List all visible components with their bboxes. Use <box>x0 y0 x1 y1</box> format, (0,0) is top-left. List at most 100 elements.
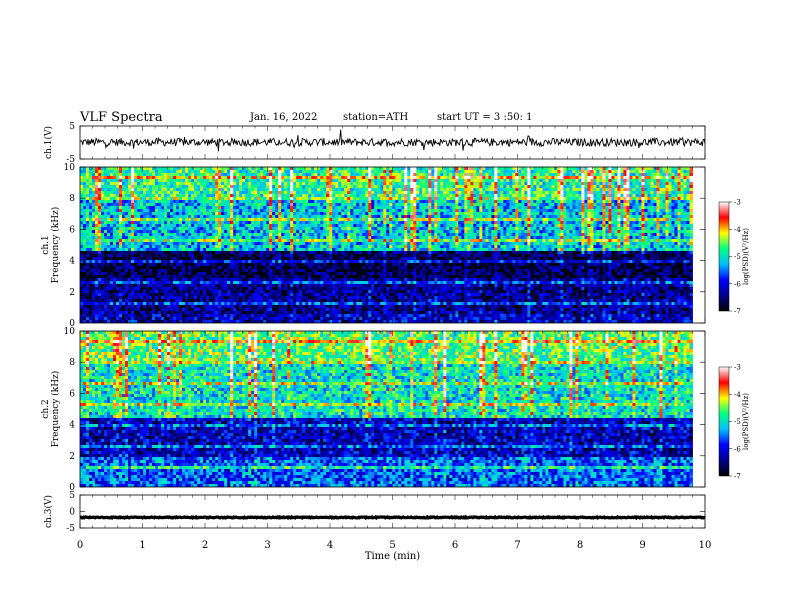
spectrogram-cell <box>251 167 255 171</box>
spectrogram-cell <box>386 200 390 204</box>
spectrogram-cell <box>203 203 207 207</box>
spectrogram-cell <box>623 227 627 231</box>
spectrogram-cell <box>383 206 387 210</box>
spectrogram-cell <box>125 239 129 243</box>
spectrogram-cell <box>587 221 591 225</box>
spectrogram-cell <box>275 194 279 198</box>
spectrogram-cell <box>407 224 411 228</box>
spectrogram-cell <box>590 185 594 189</box>
spectrogram-cell <box>314 230 318 234</box>
spectrogram-cell <box>296 185 300 189</box>
spectrogram-cell <box>584 185 588 189</box>
spectrogram-cell <box>440 185 444 189</box>
spectrogram-cell <box>302 224 306 228</box>
spectrogram-cell <box>194 239 198 243</box>
spectrogram-cell <box>173 197 177 201</box>
spectrogram-cell <box>611 176 615 180</box>
spectrogram-cell <box>539 203 543 207</box>
spectrogram-cell <box>251 239 255 243</box>
spectrogram-cell <box>227 218 231 222</box>
spectrogram-cell <box>137 176 141 180</box>
spectrogram-cell <box>593 221 597 225</box>
spectrogram-cell <box>632 173 636 177</box>
spectrogram-cell <box>245 185 249 189</box>
spectrogram-cell <box>134 173 138 177</box>
spectrogram-cell <box>434 185 438 189</box>
spectrogram-cell <box>521 224 525 228</box>
spectrogram-cell <box>593 209 597 213</box>
spectrogram-cell <box>191 209 195 213</box>
spectrogram-cell <box>356 221 360 225</box>
spectrogram-cell <box>662 170 666 174</box>
spectrogram-cell <box>377 167 381 171</box>
spectrogram-cell <box>608 221 612 225</box>
spectrogram-cell <box>89 197 93 201</box>
spectrogram-cell <box>140 167 144 171</box>
spectrogram-cell <box>683 212 687 216</box>
spectrogram-cell <box>554 209 558 213</box>
spectrogram-cell <box>560 182 564 186</box>
spectrogram-cell <box>629 197 633 201</box>
spectrogram-cell <box>338 239 342 243</box>
spectrogram-cell <box>578 191 582 195</box>
spectrogram-cell <box>188 239 192 243</box>
spectrogram-cell <box>227 176 231 180</box>
spectrogram-cell <box>626 197 630 201</box>
spectrogram-cell <box>119 206 123 210</box>
spectrogram-cell <box>419 173 423 177</box>
spectrogram-cell <box>278 191 282 195</box>
spectrogram-cell <box>311 215 315 219</box>
spectrogram-cell <box>554 191 558 195</box>
spectrogram-cell <box>137 188 141 192</box>
spectrogram-cell <box>551 218 555 222</box>
spectrogram-cell <box>626 224 630 228</box>
spectrogram-cell <box>638 233 642 237</box>
spectrogram-cell <box>503 173 507 177</box>
spectrogram-cell <box>176 218 180 222</box>
spectrogram-cell <box>464 194 468 198</box>
spectrogram-cell <box>347 206 351 210</box>
spectrogram-cell <box>221 230 225 234</box>
spectrogram-cell <box>464 197 468 201</box>
spectrogram-cell <box>341 212 345 216</box>
spectrogram-cell <box>215 182 219 186</box>
spectrogram-cell <box>167 233 171 237</box>
spectrogram-cell <box>371 182 375 186</box>
spectrogram-cell <box>608 215 612 219</box>
spectrogram-cell <box>413 221 417 225</box>
spectrogram-cell <box>299 167 303 171</box>
spectrogram-cell <box>401 188 405 192</box>
spectrogram-cell <box>281 179 285 183</box>
spectrogram-cell <box>89 239 93 243</box>
spectrogram-cell <box>383 191 387 195</box>
spectrogram-cell <box>296 218 300 222</box>
spectrogram-cell <box>362 218 366 222</box>
spectrogram-cell <box>623 236 627 240</box>
spectrogram-cell <box>629 170 633 174</box>
spectrogram-cell <box>176 194 180 198</box>
spectrogram-cell <box>440 212 444 216</box>
spectrogram-cell <box>401 209 405 213</box>
spectrogram-cell <box>662 230 666 234</box>
spectrogram-cell <box>329 215 333 219</box>
spectrogram-cell <box>650 173 654 177</box>
spectrogram-cell <box>206 203 210 207</box>
spectrogram-cell <box>275 230 279 234</box>
spectrogram-cell <box>506 218 510 222</box>
spectrogram-cell <box>644 218 648 222</box>
spectrogram-cell <box>287 221 291 225</box>
spectrogram-cell <box>509 227 513 231</box>
spectrogram-cell <box>398 215 402 219</box>
spectrogram-cell <box>242 239 246 243</box>
spectrogram-cell <box>605 185 609 189</box>
spectrogram-cell <box>638 230 642 234</box>
spectrogram-cell <box>401 176 405 180</box>
spectrogram-cell <box>467 185 471 189</box>
spectrogram-cell <box>317 185 321 189</box>
spectrogram-cell <box>617 200 621 204</box>
spectrogram-cell <box>596 212 600 216</box>
spectrogram-cell <box>485 236 489 240</box>
spectrogram-cell <box>536 221 540 225</box>
spectrogram-cell <box>542 236 546 240</box>
spectrogram-cell <box>266 233 270 237</box>
